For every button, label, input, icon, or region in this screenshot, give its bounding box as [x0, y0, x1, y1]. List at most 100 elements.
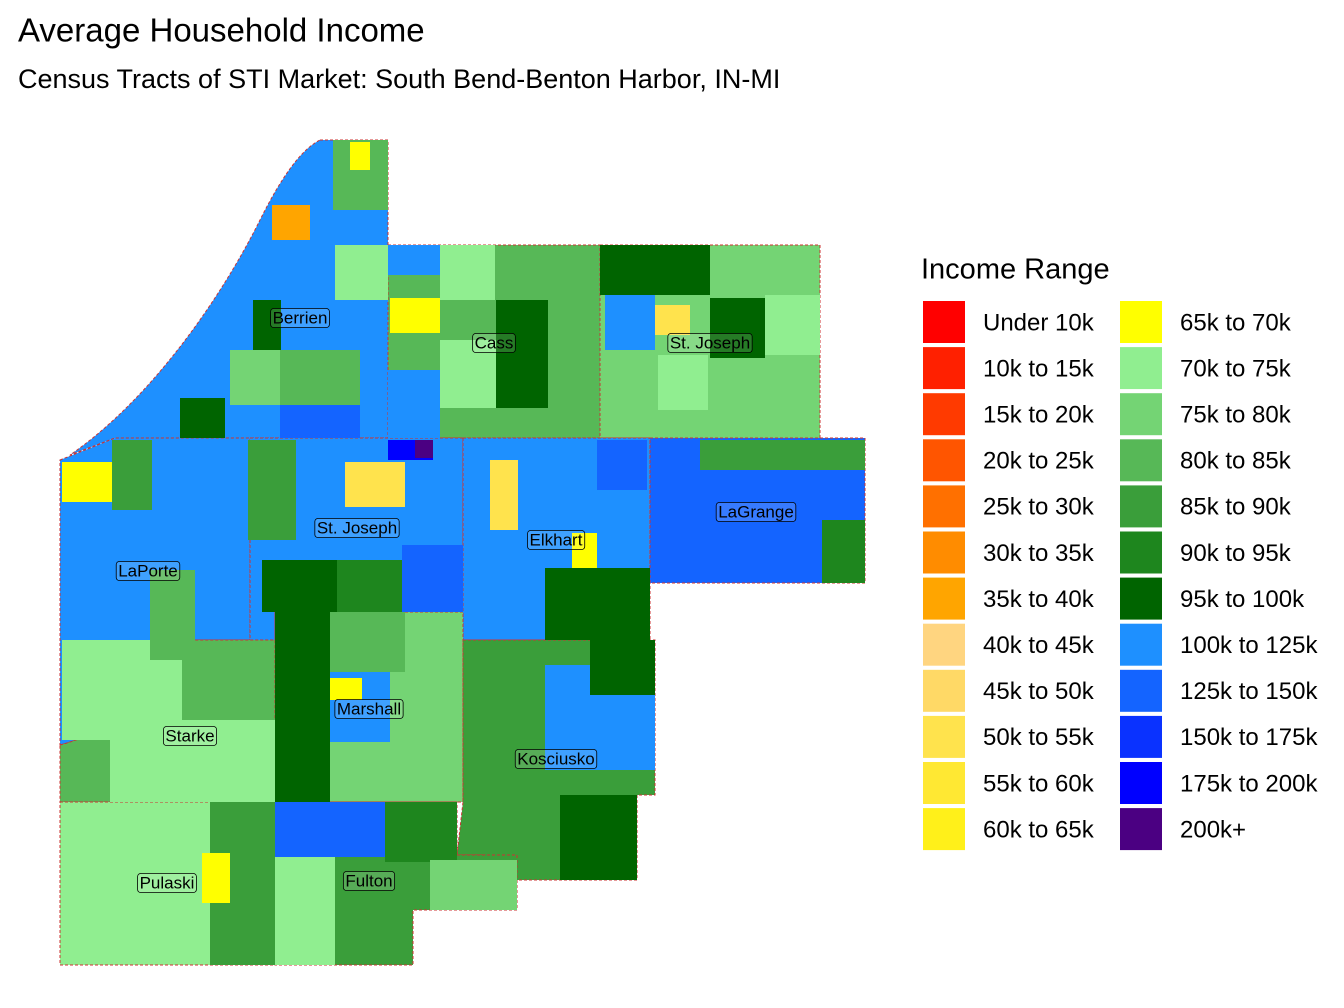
map: Berrien Cass St. Joseph St. Joseph Elkha…: [59, 139, 866, 966]
tract: [415, 440, 433, 458]
legend-label: 150k to 175k: [1180, 724, 1318, 751]
county-label: Kosciusko: [517, 749, 594, 768]
legend-swatch: [1120, 485, 1162, 528]
legend-label: 200k+: [1180, 816, 1246, 843]
county-label-box: [270, 308, 330, 328]
tract: [710, 298, 765, 358]
title: Average Household Income: [18, 12, 425, 49]
tract-patches: [62, 140, 865, 965]
county-label-box: [527, 530, 586, 550]
legend-label: 60k to 65k: [983, 816, 1095, 843]
legend-swatch: [923, 669, 965, 712]
legend-label: 65k to 70k: [1180, 309, 1292, 336]
tract: [280, 405, 360, 438]
tract: [337, 560, 402, 612]
legend-label: 85k to 90k: [1180, 494, 1292, 521]
tract: [655, 305, 690, 335]
legend-label: 95k to 100k: [1180, 586, 1305, 613]
legend-title: Income Range: [921, 254, 1110, 286]
legend-swatch: [923, 762, 965, 804]
legend-label: Under 10k: [983, 309, 1095, 336]
tract: [248, 440, 296, 540]
legend-label: 70k to 75k: [1180, 355, 1292, 382]
tract: [335, 245, 388, 300]
tract: [402, 545, 463, 612]
legend-swatch: [1120, 808, 1162, 851]
legend-label: 10k to 15k: [983, 355, 1095, 382]
legend-swatch: [1120, 439, 1162, 482]
legend-swatch: [1120, 623, 1162, 666]
legend-label: 40k to 45k: [983, 632, 1095, 659]
tract: [388, 370, 440, 438]
county-label: Fulton: [345, 871, 392, 890]
county-label: Marshall: [337, 699, 401, 718]
tract: [150, 570, 195, 660]
legend-swatch: [1120, 301, 1162, 343]
legend-swatch: [923, 439, 965, 482]
tract: [275, 857, 335, 965]
county-label: Starke: [165, 726, 214, 745]
county-label-box: [667, 333, 753, 353]
county-labels: Berrien Cass St. Joseph St. Joseph Elkha…: [115, 308, 797, 893]
tract: [597, 440, 647, 490]
legend-label: 30k to 35k: [983, 540, 1095, 567]
legend-swatch: [1120, 393, 1162, 436]
tract: [330, 612, 405, 672]
tract: [230, 350, 280, 405]
legend-swatch: [923, 577, 965, 620]
tract: [440, 340, 496, 408]
tract: [110, 720, 275, 802]
tract: [272, 205, 310, 240]
tract: [600, 245, 710, 295]
legend-swatch: [923, 531, 965, 574]
county-label: St. Joseph: [670, 333, 750, 352]
legend-label: 35k to 40k: [983, 586, 1095, 613]
tract: [590, 640, 655, 695]
tract: [440, 245, 495, 300]
county-label-box: [314, 518, 400, 538]
legend-swatch: [923, 808, 965, 851]
tract: [180, 398, 225, 438]
tract: [275, 802, 385, 857]
county-label: Berrien: [273, 308, 328, 327]
county-label-box: [472, 333, 516, 353]
tract: [345, 462, 405, 507]
tract: [280, 350, 360, 405]
legend-label: 50k to 55k: [983, 724, 1095, 751]
legend: Income Range Under 10k 10k to 15k 15k to 2…: [921, 254, 1318, 851]
legend-swatch: [923, 623, 965, 666]
tract: [658, 355, 708, 410]
county-label-box: [342, 871, 396, 891]
tract: [388, 245, 440, 275]
subtitle: Census Tracts of STI Market: South Bend-…: [18, 64, 780, 94]
county-label-box: [163, 726, 217, 746]
legend-label: 55k to 60k: [983, 770, 1095, 797]
legend-swatch: [923, 393, 965, 436]
tract: [330, 678, 362, 700]
county-label-box: [137, 873, 197, 893]
legend-label: 75k to 80k: [1180, 402, 1292, 429]
legend-swatch: [1120, 762, 1162, 804]
legend-label: 45k to 50k: [983, 678, 1095, 705]
legend-swatch: [1120, 715, 1162, 758]
legend-swatch: [1120, 669, 1162, 712]
tract: [390, 298, 440, 333]
tract: [275, 612, 330, 802]
tract: [605, 295, 655, 350]
tract: [700, 440, 865, 470]
county-label-box: [334, 699, 404, 719]
legend-swatch: [1120, 577, 1162, 620]
tract: [490, 460, 518, 530]
tract: [822, 520, 865, 583]
tract: [385, 802, 457, 862]
legend-label: 100k to 125k: [1180, 632, 1318, 659]
legend-label: 25k to 30k: [983, 494, 1095, 521]
legend-swatch: [923, 485, 965, 528]
tract: [496, 300, 548, 408]
tract: [202, 853, 230, 903]
legend-swatch: [923, 301, 965, 343]
county-label: St. Joseph: [317, 518, 397, 537]
tract: [350, 142, 370, 170]
county-label: Elkhart: [530, 530, 583, 549]
county-label-box: [715, 502, 797, 522]
